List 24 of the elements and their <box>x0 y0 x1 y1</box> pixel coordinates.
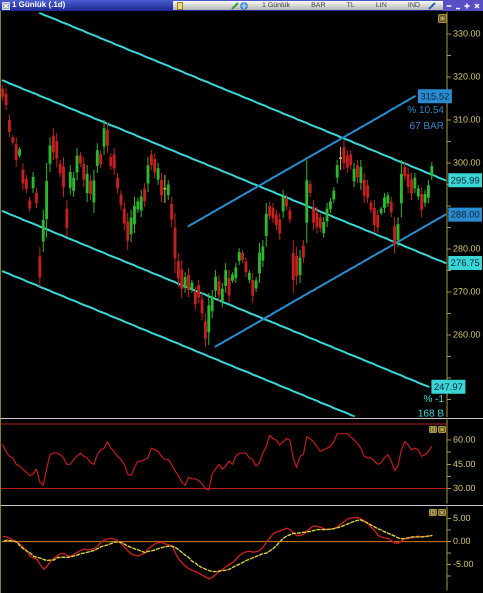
annotation: 67 BAR <box>410 120 444 132</box>
y-tick-label: 260.00 <box>453 329 481 340</box>
y-tick-label: 45.00 <box>453 458 476 469</box>
data-label: 247.97 <box>434 382 463 393</box>
data-label: 295.99 <box>450 175 480 186</box>
data-label: 315.52 <box>420 91 450 102</box>
y-tick-label: 300.00 <box>453 157 481 168</box>
annotation: 168 B <box>418 408 444 420</box>
y-tick-label: 270.00 <box>453 286 481 296</box>
data-label: 276.75 <box>450 258 480 270</box>
y-tick-label: 320.00 <box>453 71 481 82</box>
chart-title: 1 Günlük (.1d) <box>12 0 66 11</box>
line-series <box>2 519 433 572</box>
y-tick-label: 60.00 <box>453 434 476 445</box>
y-tick-label: 30.00 <box>453 482 476 493</box>
y-tick-label: -5.00 <box>453 559 474 570</box>
y-tick-label: 310.00 <box>453 114 481 124</box>
y-tick-label: 330.00 <box>453 28 481 38</box>
annotation: % -1 <box>423 394 444 405</box>
data-label: 288.00 <box>450 210 480 221</box>
y-tick-label: 280.00 <box>453 243 481 254</box>
annotation: % 10.54 <box>407 104 444 116</box>
y-tick-label: 5.00 <box>453 513 471 524</box>
y-tick-label: 0.00 <box>453 536 471 546</box>
